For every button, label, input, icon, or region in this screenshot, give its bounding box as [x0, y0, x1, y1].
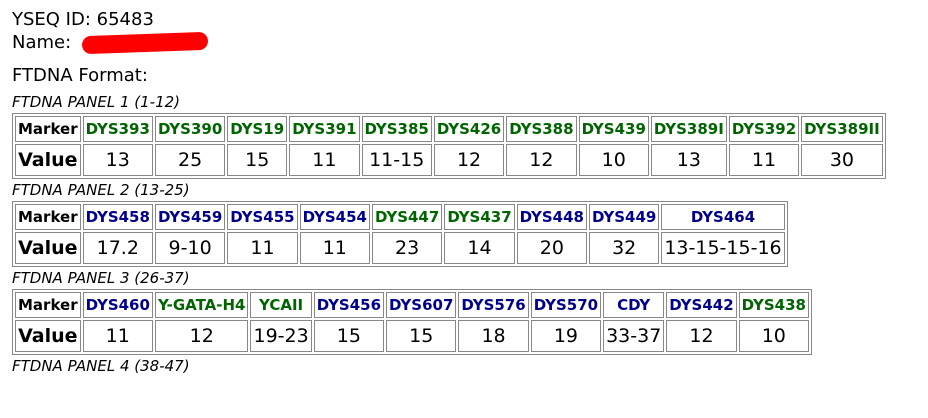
row-label: Value [15, 232, 81, 264]
marker-value: 13 [82, 144, 153, 176]
value-row: Value 17.2 9-10 11 11 23 14 20 32 13-15-15-16 [15, 232, 785, 264]
marker-name: Y-GATA-H4 [154, 292, 249, 318]
marker-row: Marker DYS458 DYS459 DYS455 DYS454 DYS447 DYS4… [15, 204, 785, 230]
marker-value: 13-15-15-16 [661, 232, 785, 264]
marker-value: 20 [516, 232, 587, 264]
marker-name: DYS391 [289, 116, 360, 142]
marker-value: 10 [578, 144, 649, 176]
marker-name: DYS426 [433, 116, 505, 142]
marker-row: Marker DYS393 DYS390 DYS19 DYS391 DYS385 DYS42… [15, 116, 883, 142]
name-line: Name: [12, 32, 71, 54]
format-label: FTDNA Format: [12, 65, 148, 86]
marker-name: DYS570 [530, 292, 602, 318]
marker-name: DYS454 [299, 204, 370, 230]
marker-value: 19-23 [250, 320, 312, 352]
panel-title: FTDNA PANEL 1 (1-12) [12, 93, 181, 111]
format-line: FTDNA Format: [12, 65, 148, 87]
marker-name: DYS385 [361, 116, 432, 142]
marker-name: DYS458 [82, 204, 153, 230]
value-row: Value 13 25 15 11 11-15 12 12 10 13 11 30 [15, 144, 883, 176]
marker-value: 17.2 [82, 232, 153, 264]
marker-value: 33-37 [603, 320, 665, 352]
marker-name: DYS393 [82, 116, 153, 142]
marker-value: 13 [650, 144, 727, 176]
marker-value: 10 [738, 320, 809, 352]
marker-table: Marker DYS460 Y-GATA-H4 YCAII DYS456 DYS607 DY… [12, 289, 812, 355]
row-label: Value [15, 320, 81, 352]
marker-name: DYS449 [589, 204, 660, 230]
marker-name: DYS392 [728, 116, 800, 142]
yseq-label: YSEQ ID: [12, 9, 91, 30]
marker-value: 15 [227, 144, 288, 176]
marker-value: 18 [458, 320, 529, 352]
marker-value: 12 [666, 320, 737, 352]
marker-name: DYS19 [227, 116, 288, 142]
marker-value: 11 [227, 232, 298, 264]
marker-name: DYS448 [516, 204, 587, 230]
marker-name: DYS447 [371, 204, 443, 230]
marker-name: DYS464 [661, 204, 785, 230]
marker-value: 11-15 [361, 144, 432, 176]
marker-name: CDY [603, 292, 665, 318]
marker-table: Marker DYS458 DYS459 DYS455 DYS454 DYS447 DYS4… [12, 201, 788, 267]
marker-value: 32 [589, 232, 660, 264]
marker-value: 9-10 [154, 232, 226, 264]
marker-value: 14 [444, 232, 515, 264]
marker-value: 19 [530, 320, 602, 352]
marker-name: DYS439 [578, 116, 649, 142]
marker-value: 25 [154, 144, 226, 176]
name-label: Name: [12, 32, 72, 53]
marker-value: 12 [433, 144, 505, 176]
marker-value: 15 [386, 320, 457, 352]
marker-name: DYS607 [386, 292, 457, 318]
marker-name: DYS389II [801, 116, 883, 142]
marker-value: 11 [82, 320, 153, 352]
redaction [81, 31, 209, 55]
marker-value: 11 [299, 232, 370, 264]
marker-table: Marker DYS393 DYS390 DYS19 DYS391 DYS385 DYS42… [12, 113, 886, 179]
marker-name: DYS459 [154, 204, 226, 230]
marker-name: DYS389I [650, 116, 727, 142]
marker-value: 11 [289, 144, 360, 176]
marker-name: DYS460 [82, 292, 153, 318]
marker-value: 23 [371, 232, 443, 264]
panel-title: FTDNA PANEL 4 (38-47) [12, 357, 190, 375]
row-label: Marker [15, 292, 81, 318]
value-row: Value 11 12 19-23 15 15 18 19 33-37 12 10 [15, 320, 809, 352]
marker-row: Marker DYS460 Y-GATA-H4 YCAII DYS456 DYS607 DY… [15, 292, 809, 318]
marker-name: DYS456 [313, 292, 385, 318]
panel-title: FTDNA PANEL 2 (13-25) [12, 181, 190, 199]
marker-value: 12 [506, 144, 577, 176]
marker-value: 30 [801, 144, 883, 176]
marker-value: 12 [154, 320, 249, 352]
marker-name: DYS390 [154, 116, 226, 142]
marker-value: 11 [728, 144, 800, 176]
marker-name: DYS455 [227, 204, 298, 230]
marker-name: DYS388 [506, 116, 577, 142]
panels: FTDNA PANEL 1 (1-12) Marker DYS393 DYS390 DY… [0, 93, 886, 377]
panel-title: FTDNA PANEL 3 (26-37) [12, 269, 190, 287]
row-label: Marker [15, 116, 81, 142]
row-label: Marker [15, 204, 81, 230]
marker-name: YCAII [250, 292, 312, 318]
marker-name: DYS576 [458, 292, 529, 318]
marker-name: DYS442 [666, 292, 737, 318]
marker-name: DYS437 [444, 204, 515, 230]
yseq-id: 65483 [96, 9, 154, 30]
row-label: Value [15, 144, 81, 176]
marker-name: DYS438 [738, 292, 809, 318]
yseq-line: YSEQ ID: 65483 [12, 9, 154, 31]
marker-value: 15 [313, 320, 385, 352]
